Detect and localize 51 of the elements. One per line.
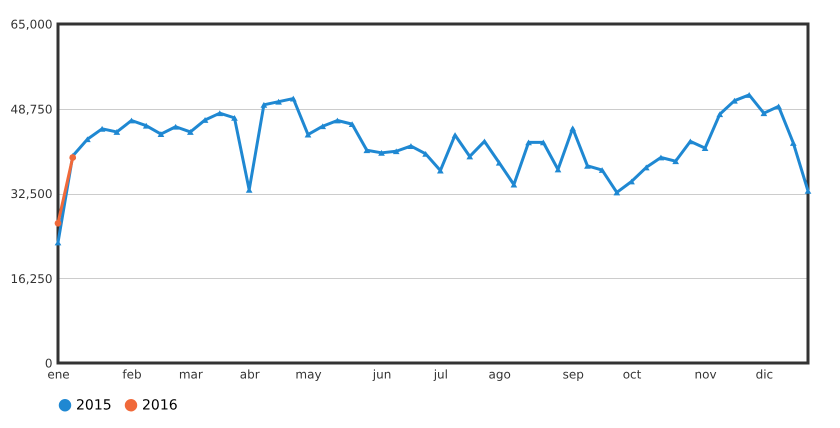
x-tick-label: sep xyxy=(562,368,584,382)
point xyxy=(790,140,797,146)
point xyxy=(408,143,414,149)
point xyxy=(613,190,620,196)
point xyxy=(113,129,120,135)
point xyxy=(452,132,458,138)
point xyxy=(687,138,694,144)
point xyxy=(187,129,194,135)
x-tick-label: ago xyxy=(488,368,511,382)
x-tick-label: dic xyxy=(756,368,774,382)
point xyxy=(275,98,282,105)
x-tick-label: jul xyxy=(432,368,448,382)
point xyxy=(496,160,503,166)
y-tick-label: 16,250 xyxy=(10,272,52,286)
x-tick-label: nov xyxy=(694,368,717,382)
point xyxy=(142,122,150,129)
point xyxy=(775,104,782,110)
x-tick-label: feb xyxy=(122,368,142,382)
point xyxy=(54,220,62,227)
point xyxy=(158,131,164,137)
y-tick-label: 65,000 xyxy=(10,18,52,32)
point xyxy=(466,154,474,160)
legend-label: 2016 xyxy=(142,397,178,414)
point xyxy=(319,123,326,130)
x-tick-label: ene xyxy=(47,368,70,382)
point xyxy=(378,150,385,156)
point xyxy=(672,158,679,164)
point xyxy=(392,148,400,154)
point xyxy=(231,114,238,121)
point xyxy=(290,96,297,102)
x-tick-label: may xyxy=(295,368,322,382)
y-tick-label: 32,500 xyxy=(10,187,52,201)
legend-label: 2015 xyxy=(76,397,112,414)
point xyxy=(260,102,268,108)
point xyxy=(363,147,370,154)
point xyxy=(760,110,768,116)
point xyxy=(525,139,532,146)
point xyxy=(540,139,547,146)
x-tick-label: mar xyxy=(178,368,203,382)
y-tick-label: 0 xyxy=(44,356,52,370)
point xyxy=(216,110,224,116)
x-tick-label: oct xyxy=(622,368,642,382)
x-tick-label: abr xyxy=(240,368,260,382)
point xyxy=(569,125,576,132)
point xyxy=(172,124,179,130)
point xyxy=(716,111,724,118)
point xyxy=(334,118,341,124)
point xyxy=(598,167,606,173)
point xyxy=(348,121,356,128)
x-tick-label: jun xyxy=(372,368,392,382)
y-tick-label: 48,750 xyxy=(10,102,52,116)
